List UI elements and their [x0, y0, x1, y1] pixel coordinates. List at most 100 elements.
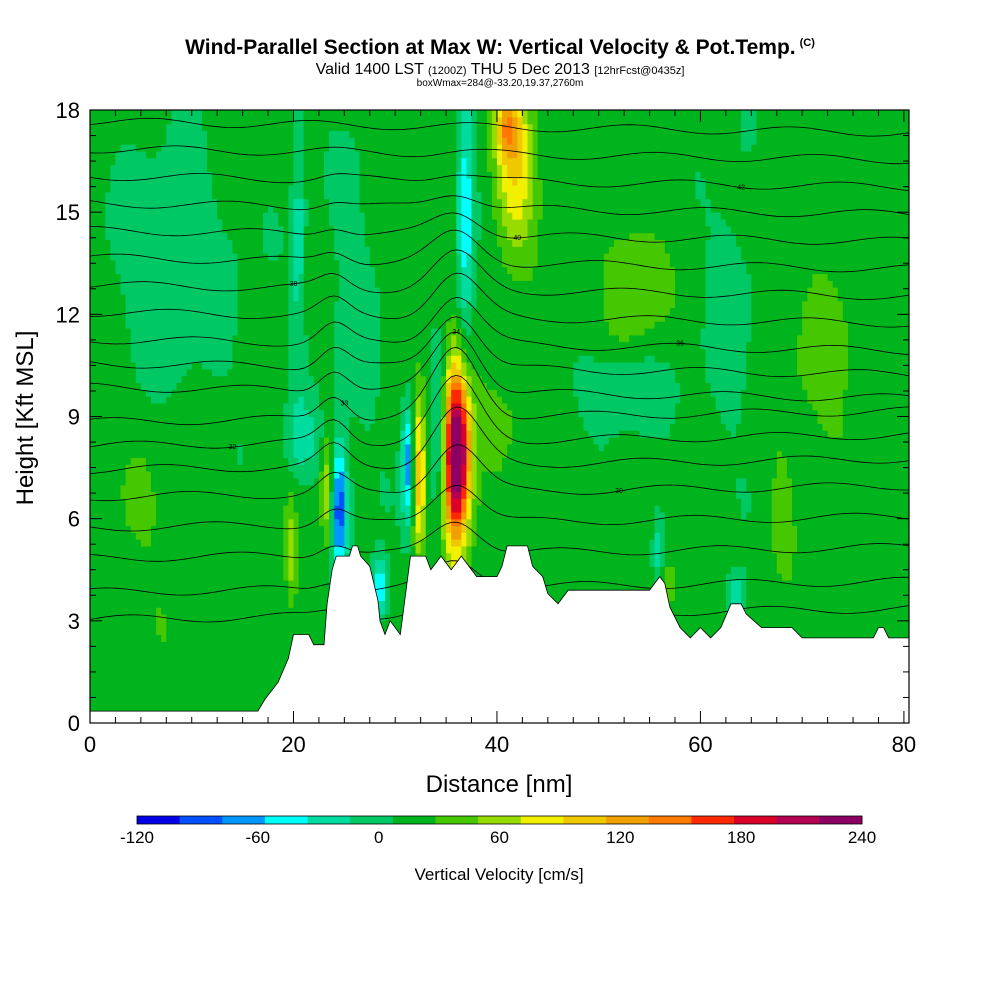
- velocity-cell: [308, 627, 315, 636]
- velocity-cell: [583, 552, 590, 561]
- velocity-cell: [619, 511, 625, 520]
- velocity-cell: [563, 586, 569, 595]
- velocity-cell: [115, 668, 122, 676]
- velocity-cell: [217, 532, 223, 540]
- velocity-cell: [90, 688, 96, 697]
- velocity-cell: [476, 559, 483, 567]
- velocity-cell: [176, 518, 183, 527]
- velocity-cell: [725, 532, 732, 540]
- velocity-cell: [634, 566, 640, 574]
- velocity-cell: [486, 559, 493, 567]
- velocity-cell: [105, 620, 111, 629]
- velocity-cell: [359, 511, 366, 520]
- velocity-cell: [242, 593, 249, 601]
- velocity-cell: [761, 552, 768, 561]
- velocity-cell: [847, 566, 854, 574]
- velocity-cell: [232, 532, 239, 540]
- velocity-cell: [476, 545, 483, 554]
- velocity-cell: [863, 559, 869, 567]
- velocity-cell: [461, 532, 468, 540]
- velocity-cell: [807, 566, 813, 574]
- title-text: Wind-Parallel Section at Max W: Vertical…: [185, 36, 796, 59]
- velocity-cell: [385, 586, 391, 595]
- velocity-cell: [552, 559, 559, 567]
- velocity-cell: [710, 525, 717, 533]
- velocity-cell: [318, 593, 325, 601]
- velocity-cell: [507, 511, 513, 520]
- velocity-cell: [308, 539, 315, 547]
- velocity-cell: [303, 586, 310, 595]
- velocity-cell: [283, 600, 289, 608]
- velocity-cell: [659, 518, 666, 527]
- velocity-cell: [430, 539, 437, 547]
- velocity-cell: [771, 552, 778, 561]
- velocity-cell: [115, 607, 122, 615]
- velocity-cell: [237, 688, 244, 697]
- velocity-cell: [268, 620, 274, 629]
- velocity-cell: [232, 620, 239, 629]
- velocity-cell: [669, 545, 676, 554]
- velocity-cell: [344, 525, 351, 533]
- velocity-cell: [700, 552, 707, 561]
- velocity-cell: [563, 552, 569, 561]
- velocity-cell: [166, 668, 172, 676]
- velocity-cell: [196, 607, 203, 615]
- velocity-cell: [227, 620, 234, 629]
- velocity-cell: [379, 518, 386, 527]
- velocity-cell: [288, 518, 295, 527]
- velocity-cell: [715, 593, 722, 601]
- velocity-cell: [675, 614, 681, 622]
- velocity-cell: [151, 675, 157, 683]
- velocity-cell: [797, 566, 803, 574]
- velocity-cell: [797, 627, 803, 636]
- velocity-cell: [212, 511, 218, 520]
- velocity-cell: [792, 593, 798, 601]
- velocity-cell: [176, 586, 183, 595]
- velocity-cell: [324, 579, 330, 588]
- velocity-cell: [379, 545, 386, 554]
- velocity-cell: [639, 559, 646, 567]
- velocity-cell: [156, 668, 162, 676]
- velocity-cell: [476, 552, 483, 561]
- velocity-cell: [166, 586, 172, 595]
- velocity-cell: [308, 566, 315, 574]
- velocity-cell: [792, 552, 798, 561]
- velocity-cell: [786, 559, 793, 567]
- velocity-cell: [395, 614, 401, 622]
- velocity-cell: [466, 539, 473, 547]
- velocity-cell: [242, 532, 249, 540]
- velocity-cell: [710, 511, 717, 520]
- velocity-cell: [288, 525, 295, 533]
- velocity-cell: [547, 566, 554, 574]
- velocity-cell: [573, 539, 579, 547]
- velocity-cell: [720, 545, 727, 554]
- velocity-cell: [420, 532, 427, 540]
- velocity-cell: [344, 539, 351, 547]
- velocity-cell: [842, 614, 849, 622]
- velocity-cell: [268, 525, 274, 533]
- velocity-cell: [145, 668, 152, 676]
- velocity-cell: [298, 620, 305, 629]
- velocity-cell: [130, 675, 137, 683]
- velocity-cell: [278, 641, 284, 649]
- velocity-cell: [410, 539, 417, 547]
- velocity-cell: [720, 532, 727, 540]
- velocity-cell: [161, 620, 167, 629]
- velocity-cell: [242, 654, 249, 663]
- velocity-cell: [293, 552, 300, 561]
- velocity-cell: [303, 573, 310, 581]
- velocity-cell: [705, 579, 712, 588]
- velocity-cell: [262, 545, 269, 554]
- velocity-cell: [613, 525, 620, 533]
- velocity-cell: [725, 593, 732, 601]
- velocity-cell: [781, 607, 788, 615]
- velocity-cell: [252, 634, 259, 642]
- velocity-cell: [262, 552, 269, 561]
- velocity-cell: [268, 661, 274, 670]
- velocity-cell: [695, 586, 702, 595]
- velocity-cell: [430, 525, 437, 533]
- velocity-cell: [766, 573, 773, 581]
- velocity-cell: [781, 573, 788, 581]
- velocity-cell: [140, 668, 147, 676]
